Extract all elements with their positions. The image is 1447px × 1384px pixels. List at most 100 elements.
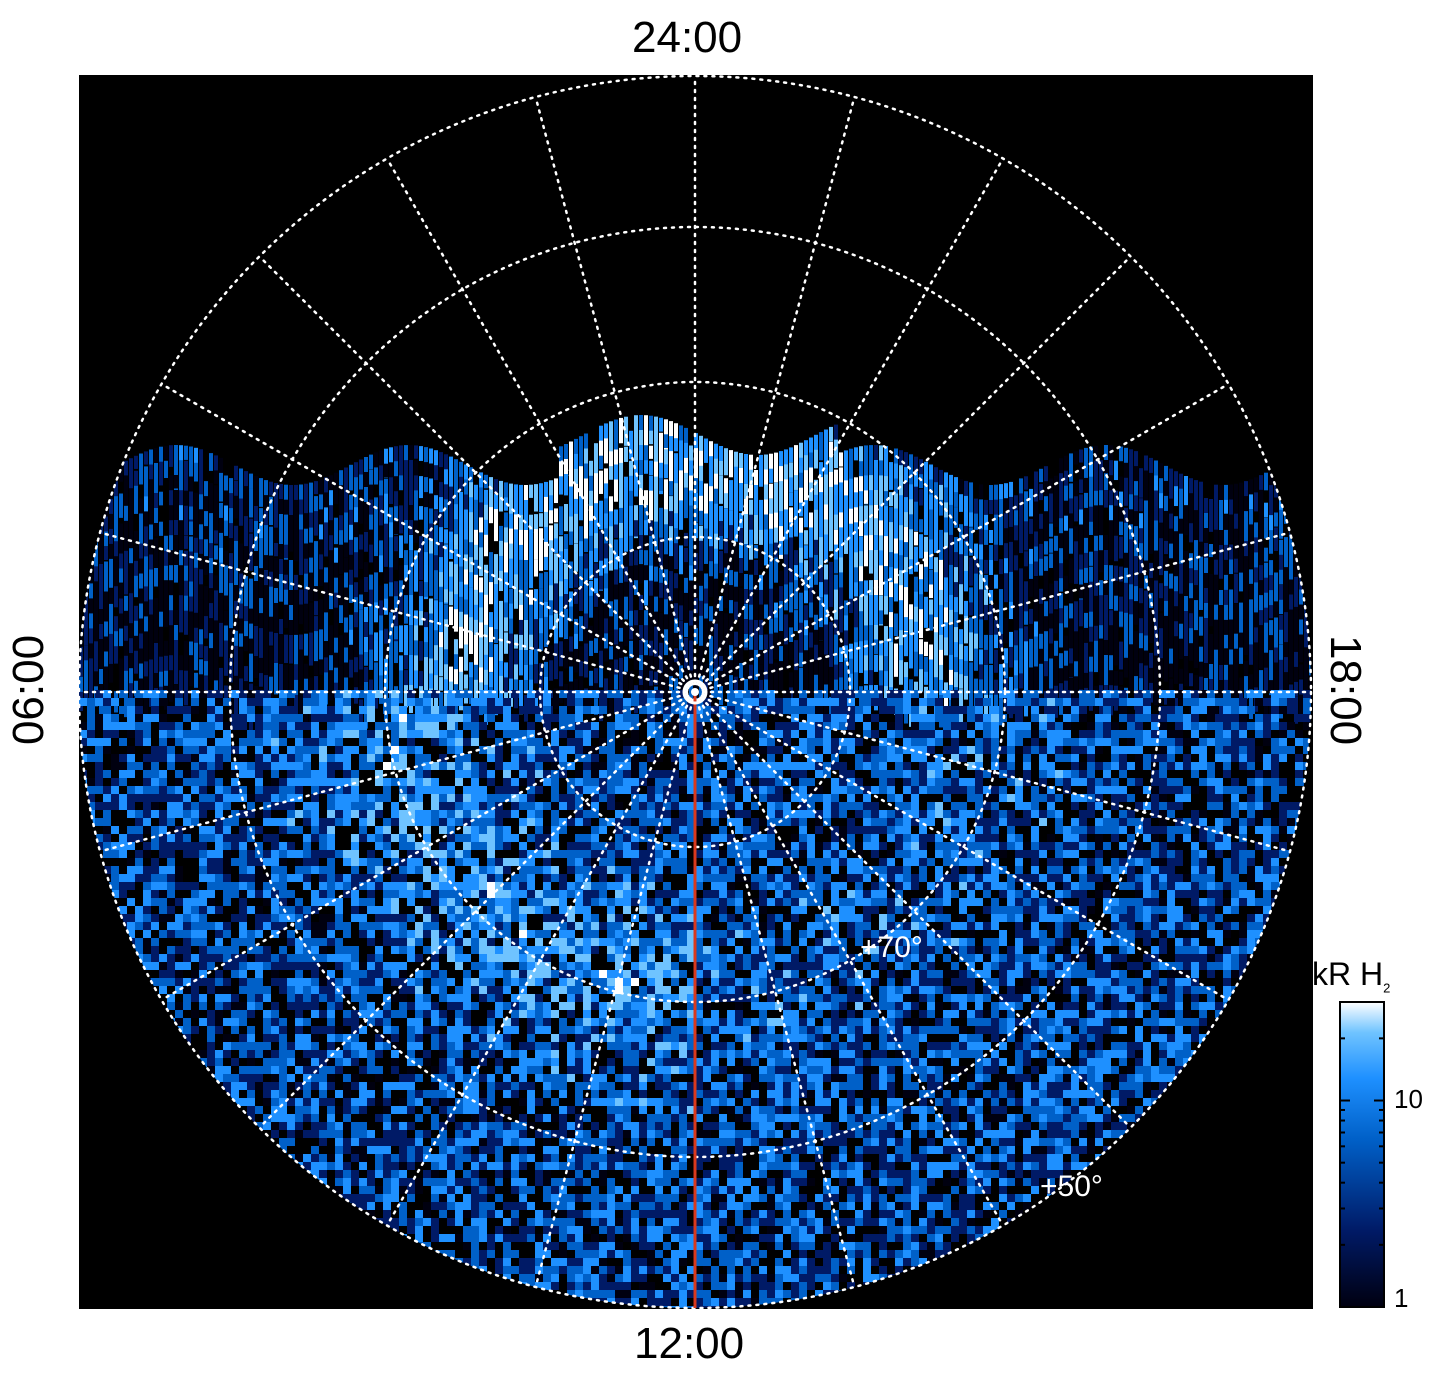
emission-pixel [255, 762, 263, 770]
emission-pixel [709, 531, 713, 553]
emission-pixel [864, 535, 868, 558]
emission-pixel [319, 754, 327, 762]
emission-pixel [1231, 706, 1239, 714]
emission-pixel [194, 627, 198, 650]
emission-pixel [354, 642, 358, 671]
emission-pixel [164, 655, 168, 678]
emission-pixel [407, 714, 415, 722]
emission-pixel [415, 746, 423, 754]
emission-pixel [299, 559, 303, 576]
emission-pixel [494, 584, 498, 609]
emission-pixel [574, 438, 578, 461]
emission-pixel [124, 520, 128, 554]
emission-pixel [207, 738, 215, 746]
emission-pixel [654, 671, 658, 685]
emission-pixel [789, 507, 793, 531]
emission-pixel [1024, 566, 1028, 580]
emission-pixel [527, 770, 535, 778]
emission-pixel [119, 754, 127, 762]
emission-pixel [439, 452, 443, 474]
emission-pixel [364, 472, 368, 499]
emission-pixel [214, 455, 218, 472]
emission-pixel [419, 671, 423, 688]
emission-pixel [484, 489, 488, 512]
emission-pixel [404, 460, 408, 481]
emission-pixel [567, 714, 575, 722]
emission-pixel [344, 542, 348, 558]
emission-pixel [124, 475, 128, 505]
emission-pixel [239, 543, 243, 563]
emission-pixel [1063, 722, 1071, 730]
emission-pixel [311, 706, 319, 714]
emission-pixel [119, 493, 123, 518]
emission-pixel [829, 606, 833, 625]
emission-pixel [529, 634, 533, 650]
emission-pixel [807, 762, 815, 770]
emission-pixel [799, 472, 803, 497]
emission-pixel [419, 446, 423, 461]
emission-pixel [214, 500, 218, 530]
emission-pixel [844, 495, 848, 512]
emission-pixel [391, 722, 399, 730]
emission-pixel [219, 637, 223, 657]
emission-pixel [319, 730, 327, 738]
emission-pixel [575, 738, 583, 746]
emission-pixel [249, 473, 253, 489]
emission-pixel [769, 648, 773, 667]
emission-pixel [499, 495, 503, 512]
emission-pixel [911, 738, 919, 746]
emission-pixel [95, 778, 103, 786]
emission-pixel [127, 722, 135, 730]
emission-pixel [479, 502, 483, 526]
emission-pixel [887, 746, 895, 754]
emission-pixel [139, 633, 143, 660]
emission-pixel [871, 714, 879, 722]
emission-pixel [679, 762, 687, 770]
emission-pixel [129, 623, 133, 652]
emission-pixel [1079, 599, 1083, 627]
emission-pixel [524, 515, 528, 542]
emission-pixel [1135, 746, 1143, 754]
emission-pixel [703, 730, 711, 738]
emission-pixel [434, 480, 438, 501]
emission-pixel [1119, 566, 1123, 582]
emission-pixel [554, 478, 558, 504]
emission-pixel [599, 706, 607, 714]
emission-pixel [391, 738, 399, 746]
emission-pixel [431, 738, 439, 746]
emission-pixel [519, 559, 523, 578]
emission-pixel [714, 563, 718, 582]
emission-pixel [469, 482, 473, 501]
emission-pixel [479, 770, 487, 778]
emission-pixel [529, 664, 533, 691]
emission-pixel [1279, 722, 1287, 730]
emission-pixel [324, 627, 328, 642]
emission-pixel [183, 778, 191, 786]
emission-pixel [309, 572, 313, 602]
emission-pixel [229, 583, 233, 603]
emission-pixel [579, 496, 583, 521]
emission-pixel [809, 437, 813, 455]
emission-pixel [344, 512, 348, 529]
emission-pixel [544, 601, 548, 625]
emission-pixel [459, 671, 463, 702]
emission-pixel [674, 588, 678, 612]
emission-pixel [1047, 714, 1055, 722]
emission-pixel [689, 550, 693, 576]
emission-pixel [234, 555, 238, 586]
emission-pixel [209, 498, 213, 524]
emission-pixel [624, 656, 628, 684]
emission-pixel [1284, 627, 1288, 643]
emission-pixel [924, 641, 928, 657]
emission-pixel [559, 754, 567, 762]
emission-pixel [549, 510, 553, 524]
emission-pixel [289, 515, 293, 543]
emission-pixel [409, 535, 413, 559]
emission-pixel [343, 770, 351, 778]
emission-pixel [215, 714, 223, 722]
emission-pixel [1239, 762, 1247, 770]
emission-pixel [894, 493, 898, 509]
emission-pixel [294, 514, 298, 548]
emission-pixel [975, 738, 983, 746]
